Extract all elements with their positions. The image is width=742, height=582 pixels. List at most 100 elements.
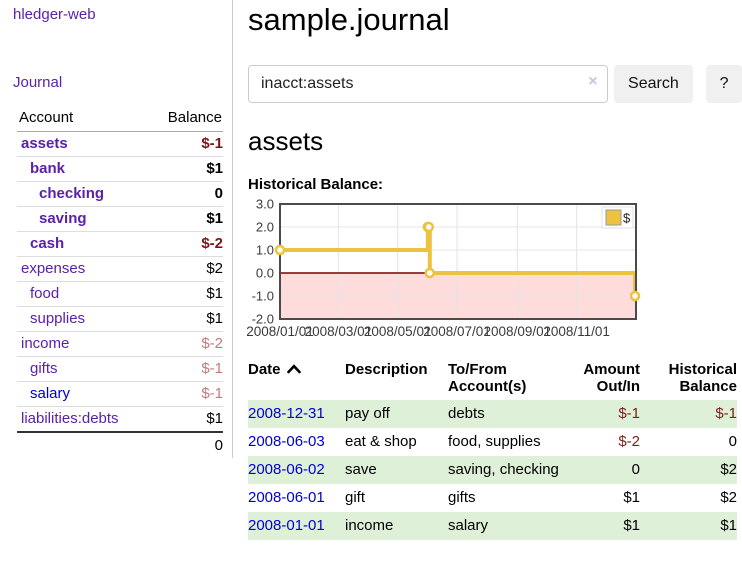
account-link[interactable]: saving — [39, 210, 87, 227]
chart-y-tick-label: 3.0 — [256, 197, 274, 212]
account-balance: $2 — [145, 256, 223, 282]
transaction-accounts: debts — [448, 405, 485, 422]
chart-point-marker — [424, 267, 436, 279]
account-balance: $-2 — [145, 231, 223, 257]
account-link[interactable]: liabilities:debts — [21, 410, 119, 427]
chart-legend-swatch — [605, 209, 622, 226]
transaction-row: 2008-06-03 eat & shop food, supplies $-2 0 — [248, 428, 737, 456]
transaction-balance: $2 — [720, 489, 737, 506]
transaction-date-link[interactable]: 2008-06-02 — [248, 461, 325, 478]
accounts-total-row: 0 — [17, 431, 223, 458]
account-balance: $-1 — [201, 135, 223, 152]
account-balance: $1 — [145, 306, 223, 332]
search-button[interactable]: Search — [613, 65, 694, 103]
historical-balance-chart[interactable]: 3.0 2.0 1.0 0.0 -1.0 -2.02008/01/012008/03/01… — [246, 197, 646, 344]
account-row: cash $-2 — [17, 231, 223, 257]
transaction-date-link[interactable]: 2008-06-01 — [248, 489, 325, 506]
account-balance: $1 — [145, 281, 223, 307]
transaction-amount: $-1 — [618, 405, 640, 422]
account-heading: assets — [248, 126, 324, 156]
transaction-description: gift — [345, 489, 366, 506]
account-balance: $-2 — [145, 331, 223, 357]
account-link[interactable]: supplies — [30, 310, 86, 327]
chart-point-marker — [629, 290, 641, 302]
chart-x-tick-label: 2008/07/01 — [423, 324, 491, 339]
chart-y-tick-label: 2.0 — [256, 220, 274, 235]
account-balance: $-1 — [145, 381, 223, 407]
chart-title: Historical Balance: — [248, 176, 384, 193]
accounts-total-balance: 0 — [145, 431, 223, 458]
transaction-amount: $-2 — [618, 433, 640, 450]
transaction-balance: $1 — [720, 517, 737, 534]
column-header: To/From Account(s) — [448, 361, 527, 395]
transaction-description: save — [345, 461, 377, 478]
chart-border — [279, 203, 637, 320]
transactions-header-row: Date Description To/From Account(s) Amount Ou… — [248, 359, 737, 400]
account-row: assets $-1 — [17, 132, 223, 157]
column-header: Historical Balance — [668, 361, 737, 395]
accounts-table-header: Account Balance — [17, 106, 223, 132]
transaction-row: 2008-06-01 gift gifts $1 $2 — [248, 484, 737, 512]
transaction-description: pay off — [345, 405, 390, 422]
chart-y-tick-label: -2.0 — [252, 312, 274, 327]
account-balance: $1 — [145, 206, 223, 232]
chart-x-tick-label: 2008/05/01 — [364, 324, 432, 339]
transaction-description: eat & shop — [345, 433, 417, 450]
transaction-row: 2008-12-31 pay off debts $-1 $-1 — [248, 400, 737, 428]
account-balance: $1 — [145, 406, 223, 432]
brand-link[interactable]: hledger-web — [13, 6, 96, 23]
balance-column-header: Balance — [145, 106, 223, 132]
transaction-amount: $1 — [623, 517, 640, 534]
account-link[interactable]: gifts — [30, 360, 58, 377]
column-header: Amount Out/In — [583, 361, 640, 395]
chart-x-tick-label: 2008/03/01 — [305, 324, 373, 339]
account-column-header: Account — [17, 106, 145, 132]
account-row: expenses $2 — [17, 256, 223, 282]
sidebar-item-journal[interactable]: Journal — [13, 74, 63, 91]
transaction-row: 2008-01-01 income salary $1 $1 — [248, 512, 737, 540]
account-link[interactable]: cash — [30, 235, 65, 252]
transaction-date-link[interactable]: 2008-06-03 — [248, 433, 325, 450]
transaction-date-link[interactable]: 2008-12-31 — [248, 405, 325, 422]
chart-x-tick-label: 2008/09/01 — [484, 324, 552, 339]
account-balance: $1 — [145, 156, 223, 182]
account-balance: 0 — [145, 181, 223, 207]
account-row: salary $-1 — [17, 381, 223, 407]
account-row: income $-2 — [17, 331, 223, 357]
clear-search-icon[interactable]: × — [588, 73, 598, 90]
page-title: sample.journal — [248, 2, 450, 37]
account-row: food $1 — [17, 281, 223, 307]
transaction-accounts: salary — [448, 517, 489, 534]
transaction-balance: $-1 — [715, 405, 737, 422]
transaction-accounts: food, supplies — [448, 433, 541, 450]
search-input[interactable] — [248, 65, 608, 103]
help-button[interactable]: ? — [706, 65, 742, 103]
transaction-balance: $2 — [720, 461, 737, 478]
transaction-row: 2008-06-02 save saving, checking 0 $2 — [248, 456, 737, 484]
column-header[interactable]: Date — [248, 359, 345, 400]
account-row: bank $1 — [17, 156, 223, 182]
account-row: saving $1 — [17, 206, 223, 232]
account-link[interactable]: food — [30, 285, 60, 302]
account-link[interactable]: salary — [30, 385, 71, 402]
account-link[interactable]: checking — [39, 185, 105, 202]
account-link[interactable]: assets — [21, 135, 68, 152]
account-link[interactable]: bank — [30, 160, 66, 177]
account-link[interactable]: expenses — [21, 260, 86, 277]
search-input-wrap: × — [248, 65, 608, 103]
chart-x-tick-label: 2008/01/01 — [246, 324, 314, 339]
transaction-date-link[interactable]: 2008-01-01 — [248, 517, 325, 534]
sort-ascending-icon — [286, 364, 301, 374]
transaction-amount: 0 — [631, 461, 640, 478]
transaction-accounts: gifts — [448, 489, 476, 506]
account-row: gifts $-1 — [17, 356, 223, 382]
account-link[interactable]: income — [21, 335, 70, 352]
chart-y-tick-label: -1.0 — [252, 289, 274, 304]
transaction-description: income — [345, 517, 394, 534]
search-form: × Search ? — [248, 65, 742, 103]
account-row: checking 0 — [17, 181, 223, 207]
transactions-table: Date Description To/From Account(s) Amount Ou… — [248, 359, 737, 540]
accounts-table: Account Balance assets $-1 bank $1 checking 0… — [17, 106, 223, 458]
account-row: supplies $1 — [17, 306, 223, 332]
chart-point-marker — [423, 221, 435, 233]
